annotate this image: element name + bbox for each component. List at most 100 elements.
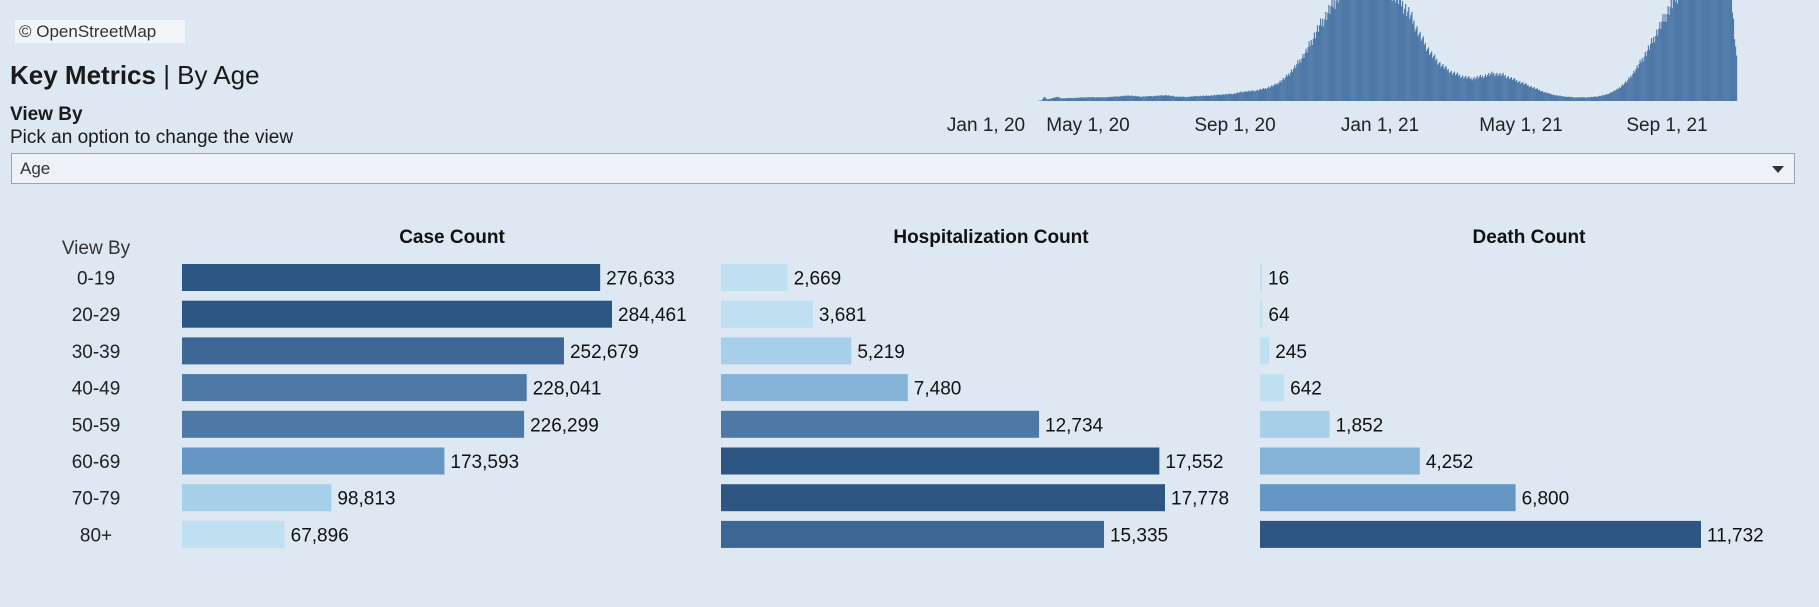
bar-value-label: 642 (1290, 379, 1322, 400)
bar-value-label: 98,813 (337, 489, 395, 510)
bar[interactable] (182, 264, 601, 291)
timeline-bar (1214, 94, 1216, 101)
timeline-bar (1226, 94, 1228, 101)
view-by-dropdown[interactable]: Age (11, 153, 1795, 184)
timeline-bar (1061, 98, 1063, 101)
timeline-bar (1318, 25, 1321, 101)
timeline-bar (1087, 97, 1089, 101)
timeline-bar (1392, 0, 1394, 101)
timeline-bar (1215, 95, 1217, 101)
bar[interactable] (182, 447, 445, 475)
timeline-bar (1611, 92, 1613, 101)
timeline-bar (1049, 99, 1051, 101)
timeline-bar (1182, 96, 1184, 101)
timeline-bar (1340, 0, 1342, 101)
bar[interactable] (1260, 520, 1701, 548)
timeline-bar (1075, 98, 1077, 101)
timeline-bar (1469, 78, 1471, 101)
timeline-bar (1272, 86, 1274, 101)
bar[interactable] (1260, 300, 1263, 328)
timeline-bar (1080, 97, 1082, 101)
timeline-bar (1176, 96, 1179, 101)
bar[interactable] (182, 300, 612, 328)
timeline-bar (1238, 93, 1240, 101)
timeline-bar (1434, 54, 1436, 101)
timeline-bar (1282, 77, 1284, 101)
bar[interactable] (721, 447, 1160, 475)
bar[interactable] (182, 374, 527, 402)
bar[interactable] (1260, 374, 1285, 402)
timeline-bar (1602, 94, 1604, 101)
bar[interactable] (182, 410, 525, 438)
bar[interactable] (1260, 484, 1516, 512)
bar[interactable] (721, 410, 1040, 438)
bar[interactable] (721, 520, 1104, 548)
bar[interactable] (721, 264, 788, 291)
bar-value-label: 6,800 (1522, 489, 1570, 510)
timeline-bar (1397, 3, 1400, 101)
timeline-bar (1400, 6, 1403, 102)
bar[interactable] (1260, 447, 1420, 475)
bar-value-label: 276,633 (606, 269, 675, 290)
timeline-bar (1154, 95, 1156, 101)
bar-value-label: 15,335 (1110, 525, 1168, 546)
timeline-bar (1275, 84, 1277, 101)
timeline-bar (1290, 69, 1293, 101)
timeline-bar (1346, 0, 1349, 101)
timeline-bar (1243, 92, 1245, 101)
timeline-bar (1173, 96, 1175, 101)
timeline-bar (1218, 95, 1220, 101)
timeline-bar (1698, 0, 1700, 101)
view-by-label: View By (10, 104, 83, 125)
timeline-bar (1381, 0, 1383, 101)
timeline-bar (1371, 0, 1374, 101)
timeline-bar (1133, 95, 1135, 101)
timeline-bar (1145, 96, 1147, 101)
timeline-bar (1623, 83, 1626, 101)
timeline-bar (1083, 97, 1085, 101)
bar[interactable] (721, 484, 1165, 512)
timeline-bar (1675, 0, 1678, 101)
timeline-bar (1380, 0, 1382, 101)
bar[interactable] (1260, 337, 1270, 365)
timeline-bar (1301, 58, 1303, 101)
timeline-bar (1333, 0, 1335, 101)
timeline-bar (1550, 93, 1552, 101)
timeline-bar (1324, 19, 1326, 101)
bar[interactable] (1260, 410, 1330, 438)
timeline-bar (1385, 0, 1387, 101)
timeline-bar (1700, 0, 1702, 101)
timeline-bar (1561, 96, 1563, 101)
timeline-bar (1136, 96, 1138, 101)
bar[interactable] (721, 374, 908, 402)
timeline-bar (1338, 0, 1340, 101)
timeline-bar (1351, 0, 1353, 101)
timeline-bar (1640, 62, 1642, 101)
timeline-bar (1227, 94, 1229, 101)
timeline-bar (1045, 97, 1047, 101)
timeline-bar (1663, 21, 1665, 101)
bar[interactable] (182, 337, 564, 365)
timeline-bar (1487, 75, 1489, 101)
bar[interactable] (721, 337, 852, 365)
timeline-bar (1628, 77, 1630, 101)
timeline-bar (1535, 88, 1537, 101)
timeline-bar (1407, 11, 1409, 102)
timeline-bar (1707, 0, 1710, 101)
bar[interactable] (1260, 264, 1262, 291)
bar[interactable] (182, 484, 332, 512)
bar[interactable] (721, 300, 813, 328)
timeline-bar (1062, 98, 1064, 101)
timeline-bar (1311, 44, 1313, 101)
timeline-bar (1587, 97, 1589, 101)
timeline-bar (1216, 94, 1218, 101)
bar[interactable] (182, 520, 285, 548)
timeline-bar (1632, 74, 1634, 101)
timeline-bar (1540, 91, 1543, 101)
chevron-down-icon[interactable] (1772, 166, 1784, 173)
timeline-bar (1589, 97, 1591, 101)
timeline-bar (1257, 90, 1259, 101)
timeline-bar (1138, 96, 1140, 101)
timeline-bar (1437, 64, 1439, 101)
